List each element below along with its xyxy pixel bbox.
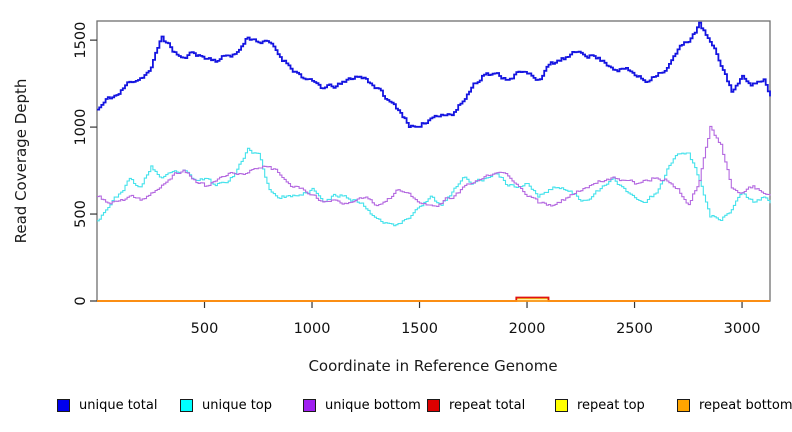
legend-label-unique-top: unique top	[202, 397, 273, 413]
legend: unique total unique top unique bottom re…	[0, 396, 792, 416]
legend-swatch-unique-bottom	[303, 398, 316, 412]
svg-text:3000: 3000	[724, 321, 761, 337]
legend-swatch-unique-total	[57, 398, 70, 412]
legend-label-repeat-top: repeat top	[577, 397, 645, 413]
legend-label-repeat-bottom: repeat bottom	[699, 397, 792, 413]
svg-text:1500: 1500	[401, 321, 438, 337]
svg-text:1500: 1500	[73, 22, 89, 59]
legend-label-unique-total: unique total	[79, 397, 158, 413]
legend-item-repeat-bottom: repeat bottom	[677, 396, 792, 414]
legend-item-repeat-total: repeat total	[427, 396, 525, 414]
x-axis-title: Coordinate in Reference Genome	[308, 357, 558, 375]
legend-swatch-repeat-top	[555, 398, 568, 412]
legend-swatch-repeat-bottom	[677, 398, 690, 412]
y-axis-title: Read Coverage Depth	[12, 78, 30, 244]
svg-text:0: 0	[73, 296, 89, 305]
svg-text:2500: 2500	[616, 321, 653, 337]
legend-item-unique-top: unique top	[180, 396, 272, 414]
legend-swatch-repeat-total	[427, 398, 440, 412]
legend-item-repeat-top: repeat top	[555, 396, 645, 414]
svg-text:500: 500	[191, 321, 219, 337]
legend-swatch-unique-top	[180, 398, 193, 412]
svg-text:1000: 1000	[73, 109, 89, 146]
legend-item-unique-total: unique total	[57, 396, 157, 414]
svg-text:2000: 2000	[509, 321, 546, 337]
svg-text:1000: 1000	[294, 321, 331, 337]
legend-item-unique-bottom: unique bottom	[303, 396, 421, 414]
svg-text:500: 500	[73, 200, 89, 228]
legend-label-repeat-total: repeat total	[449, 397, 526, 413]
legend-label-unique-bottom: unique bottom	[325, 397, 421, 413]
